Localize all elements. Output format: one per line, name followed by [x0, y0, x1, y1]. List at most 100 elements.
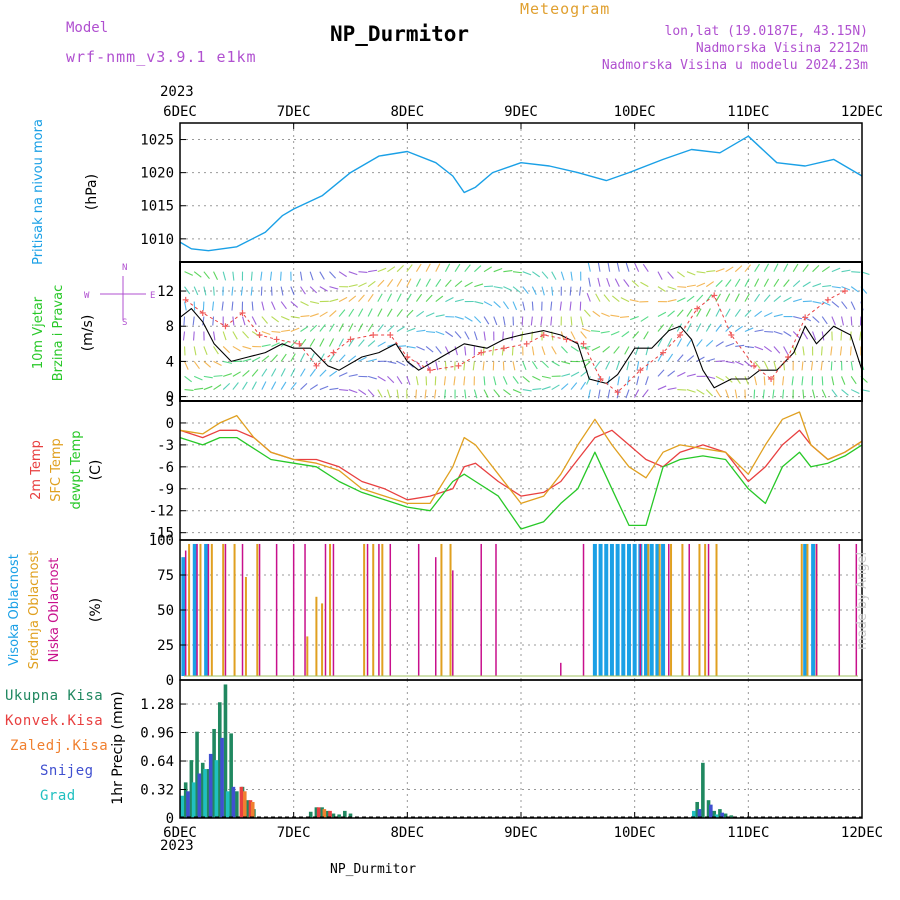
wind-arrow [624, 346, 630, 355]
mid-cloud-bar [199, 543, 202, 677]
wind-arrow [444, 263, 451, 272]
wind-arrow [667, 338, 673, 347]
wind-arrow [725, 266, 734, 273]
total-precip-bar [701, 762, 705, 818]
y-tick-label: 50 [157, 603, 174, 619]
wind-arrow [203, 360, 212, 368]
wind-arrow [522, 375, 530, 383]
high-cloud-bar [615, 543, 620, 677]
wind-arrow [184, 286, 191, 295]
wind-arrow [309, 338, 316, 347]
wind-arrow [667, 370, 676, 377]
wind-gust-point [455, 362, 462, 369]
panel-frame [179, 122, 863, 263]
wind-arrow [280, 381, 287, 390]
wind-arrow [632, 331, 640, 339]
wind-arrow [435, 295, 444, 303]
wind-arrow [773, 295, 782, 303]
dir-key-cross [100, 276, 146, 320]
product-title: Meteogram [520, 0, 611, 18]
wind-arrow [580, 358, 590, 362]
temp-axis-title-2m: 2m Temp [29, 440, 44, 500]
wind-gust-point [500, 345, 507, 352]
wind-arrow [754, 293, 761, 302]
y-tick-label: 1.28 [140, 697, 174, 713]
grad-precip-bar [180, 795, 185, 818]
wind-arrow [493, 376, 497, 386]
wind-arrow [454, 263, 461, 272]
high-cloud-bar [626, 543, 631, 677]
total-precip-bar [183, 782, 188, 818]
wind-arrow [602, 346, 611, 353]
wind-arrow [367, 389, 375, 397]
wind-arrow [850, 286, 859, 293]
wind-arrow [329, 271, 337, 279]
wind-arrow [570, 371, 580, 377]
wind-gust-point [597, 376, 604, 383]
wind-arrow [319, 385, 329, 391]
wind-arrow [734, 293, 740, 302]
wind-arrow [541, 286, 545, 296]
total-precip-bar [706, 800, 711, 818]
wind-arrow [792, 331, 800, 339]
wind-arrow [603, 294, 611, 302]
snow-precip-bar [697, 809, 702, 818]
wind-arrow [744, 376, 749, 385]
wind-arrow [610, 314, 620, 318]
wind-arrow [406, 293, 412, 302]
total-precip-bar [348, 813, 353, 818]
wind-arrow [377, 375, 386, 382]
high-cloud-bar [592, 543, 597, 677]
total-precip-bar [217, 702, 222, 818]
wind-arrow [232, 382, 239, 390]
wind-arrow [810, 361, 814, 371]
wind-arrow [763, 294, 771, 302]
wind-arrow [358, 339, 365, 347]
wind-arrow [271, 316, 280, 323]
wind-arrow [484, 285, 494, 288]
wind-gust-point [296, 340, 303, 347]
wind-arrow [242, 331, 250, 339]
mid-cloud-bar [381, 543, 384, 677]
wind-gust-point [330, 349, 337, 356]
low-cloud-bar [332, 543, 335, 677]
pressure-axis-title: Pritisak na nivou mora [31, 119, 46, 265]
wind-axis-title-2: Brzina i Pravac [51, 285, 66, 382]
wind-arrow [772, 389, 775, 399]
total-precip-bar [189, 760, 194, 818]
wind-arrow [725, 360, 735, 364]
wind-arrow [541, 375, 551, 379]
wind-arrow [463, 361, 466, 371]
wind-arrow [482, 361, 485, 371]
wind-arrow [592, 310, 601, 317]
x-tick-label-top: 7DEC [277, 104, 311, 120]
wind-arrow [744, 293, 750, 302]
wind-arrow [850, 301, 856, 310]
wind-arrow [357, 323, 364, 332]
total-precip-bar [331, 813, 336, 818]
wind-arrow [560, 346, 568, 354]
wind-arrow [839, 346, 843, 356]
wind-arrow [338, 338, 344, 347]
wind-arrow [791, 376, 794, 386]
low-cloud-bar [452, 570, 454, 677]
x-tick-label-bottom: 6DEC [163, 825, 197, 841]
wind-arrow [686, 295, 695, 303]
wind-arrow [677, 371, 686, 377]
wind-arrow [550, 316, 553, 326]
wind-arrow [640, 316, 649, 322]
wind-arrow [629, 316, 639, 321]
wind-arrow [541, 346, 546, 356]
wind-arrow [290, 286, 295, 296]
wind-arrow [493, 389, 500, 397]
low-cloud-bar [855, 543, 858, 677]
wind-arrow [551, 346, 557, 355]
total-precip-bar [718, 809, 722, 818]
wind-arrow [242, 370, 250, 377]
wind-arrow [309, 384, 318, 391]
wind-arrow [812, 264, 820, 273]
wind-arrow [415, 263, 422, 272]
wind-arrow [309, 368, 316, 377]
dir-key-n: N [122, 263, 127, 273]
conv-precip-bar [248, 800, 253, 818]
